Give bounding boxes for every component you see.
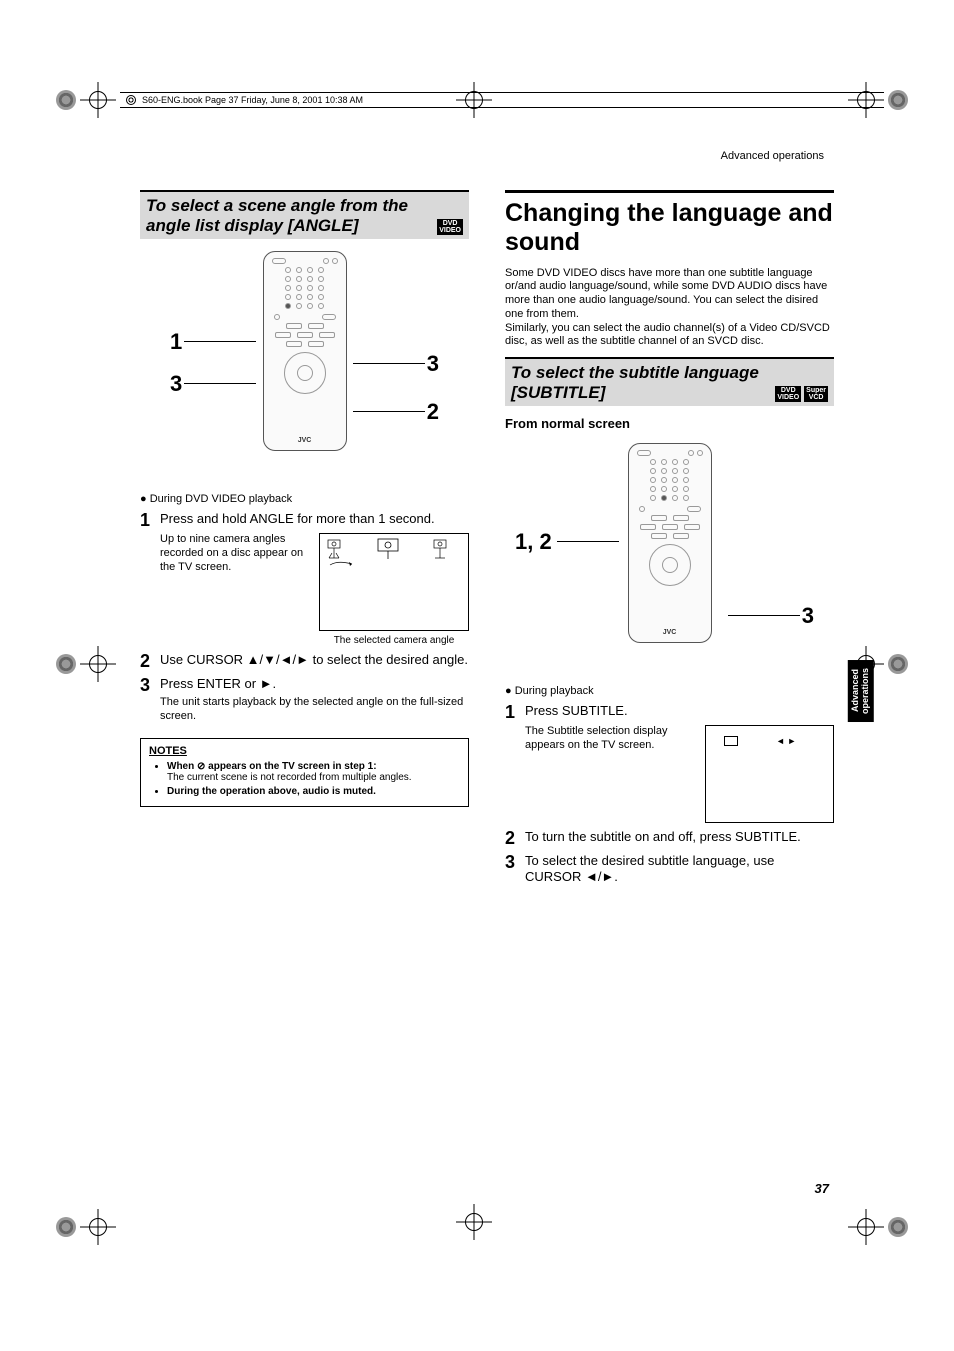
section-header: Advanced operations	[721, 150, 824, 162]
right-intro: Some DVD VIDEO discs have more than one …	[505, 267, 834, 350]
arrow-icon	[328, 558, 358, 572]
step-r3: 3 To select the desired subtitle languag…	[505, 853, 834, 886]
dvd-video-badge: DVDVIDEO	[775, 386, 801, 402]
step-2: 2 Use CURSOR ▲/▼/◄/► to select the desir…	[140, 652, 469, 670]
context-left: During DVD VIDEO playback	[140, 493, 469, 505]
callout-3a: 3	[427, 351, 439, 377]
context-right: During playback	[505, 685, 834, 697]
note-item: During the operation above, audio is mut…	[167, 786, 460, 797]
callout-12: 1, 2	[515, 529, 552, 555]
step-r1-note: The Subtitle selection display appears o…	[525, 725, 695, 753]
subtitle-arrows: ◄ ►	[776, 736, 796, 746]
right-heading: Changing the language and sound	[505, 190, 834, 257]
super-vcd-badge: SuperVCD	[804, 386, 828, 402]
badge-group: DVDVIDEO	[437, 219, 463, 235]
left-column: To select a scene angle from the angle l…	[140, 190, 469, 1191]
callout-3b: 3	[170, 371, 182, 397]
subtitle-section-bar: To select the subtitle language [SUBTITL…	[505, 357, 834, 406]
subtitle-section-title: To select the subtitle language [SUBTITL…	[511, 363, 775, 402]
right-column: Changing the language and sound Some DVD…	[505, 190, 834, 1191]
from-normal-heading: From normal screen	[505, 416, 834, 431]
step-r1: 1 Press SUBTITLE.	[505, 703, 834, 721]
crop-mark-br	[852, 1213, 908, 1241]
camera-icon	[370, 538, 406, 560]
page-content: To select a scene angle from the angle l…	[140, 190, 834, 1191]
step-3: 3 Press ENTER or ►.	[140, 676, 469, 694]
remote-diagram-left: JVC 1 3 3 2	[140, 251, 469, 481]
notes-box: NOTES When ⊘ appears on the TV screen in…	[140, 738, 469, 807]
callout-2: 2	[427, 399, 439, 425]
angle-section-title: To select a scene angle from the angle l…	[146, 196, 437, 235]
remote-diagram-right: JVC 1, 2 3	[505, 443, 834, 673]
book-header-bar: S60-ENG.book Page 37 Friday, June 8, 200…	[120, 92, 884, 108]
side-tab: Advancedoperations	[848, 660, 874, 722]
step-3-after: The unit starts playback by the selected…	[160, 696, 469, 724]
note-item: When ⊘ appears on the TV screen in step …	[167, 761, 460, 783]
step-r2: 2 To turn the subtitle on and off, press…	[505, 829, 834, 847]
step-1-note: Up to nine camera angles recorded on a d…	[160, 533, 309, 574]
callout-1: 1	[170, 329, 182, 355]
subtitle-display-box: ◄ ►	[705, 725, 834, 823]
crop-mark-mb	[460, 1208, 488, 1241]
camera-icon	[432, 538, 450, 560]
step-1: 1 Press and hold ANGLE for more than 1 s…	[140, 511, 469, 529]
angle-section-bar: To select a scene angle from the angle l…	[140, 190, 469, 239]
camera-caption: The selected camera angle	[319, 635, 469, 646]
crop-mark-ml	[56, 650, 112, 678]
subtitle-tv-icon	[724, 736, 738, 746]
remote-icon: JVC	[628, 443, 712, 643]
spiral-icon	[126, 95, 136, 105]
crop-mark-tl	[56, 86, 112, 114]
remote-icon: JVC	[263, 251, 347, 451]
callout-3: 3	[802, 603, 814, 629]
badge-group: DVDVIDEO SuperVCD	[775, 386, 828, 402]
book-header-text: S60-ENG.book Page 37 Friday, June 8, 200…	[142, 95, 363, 105]
dvd-video-badge: DVDVIDEO	[437, 219, 463, 235]
camera-icon	[326, 538, 344, 560]
crop-mark-bl	[56, 1213, 112, 1241]
camera-angle-box: The selected camera angle	[319, 533, 469, 646]
